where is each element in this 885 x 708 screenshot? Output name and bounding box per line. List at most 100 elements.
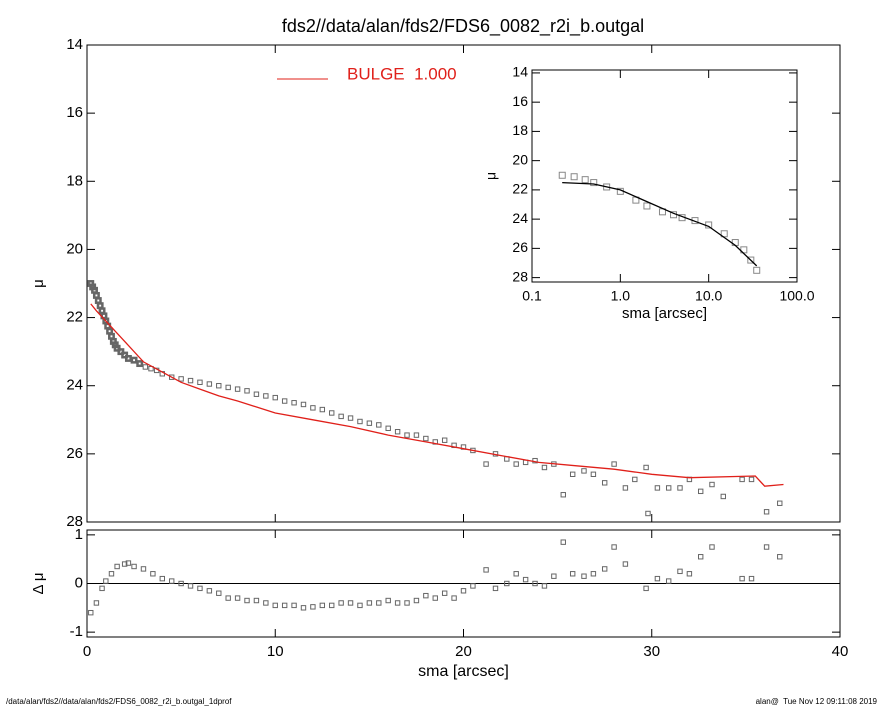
- x-tick-label: 100.0: [779, 288, 814, 304]
- data-point: [178, 376, 184, 382]
- data-point: [338, 413, 344, 420]
- data-point: [441, 437, 448, 443]
- data-point: [319, 602, 326, 609]
- data-point: [709, 481, 715, 488]
- data-point: [216, 383, 222, 389]
- data-point: [206, 381, 213, 387]
- data-point: [560, 539, 566, 545]
- data-point: [130, 356, 138, 364]
- data-point: [329, 602, 335, 609]
- plot-frame: [531, 69, 798, 283]
- data-point: [357, 602, 363, 609]
- data-point: [197, 585, 203, 592]
- data-point: [357, 418, 363, 425]
- data-point: [777, 554, 783, 560]
- data-line: [562, 181, 758, 267]
- data-point: [197, 379, 203, 386]
- data-point: [376, 422, 382, 428]
- data-point: [601, 566, 608, 572]
- data-point: [234, 595, 241, 601]
- footer-right: alan@ Tue Nov 12 09:11:08 2019: [756, 697, 878, 706]
- data-point: [601, 480, 608, 486]
- data-point: [677, 568, 683, 575]
- data-point: [677, 485, 683, 491]
- data-point: [94, 297, 102, 304]
- data-point: [763, 509, 770, 515]
- x-tick-label: 30: [643, 643, 660, 660]
- data-point: [150, 571, 156, 577]
- data-point: [300, 401, 307, 408]
- data-point: [532, 580, 538, 587]
- data-point: [551, 573, 557, 579]
- data-point: [697, 488, 704, 495]
- data-point: [541, 583, 548, 589]
- y-tick-label: 26: [512, 239, 528, 255]
- data-point: [643, 585, 649, 592]
- data-point: [253, 391, 260, 397]
- data-point: [622, 561, 629, 567]
- data-point: [272, 602, 278, 609]
- data-point: [460, 588, 467, 594]
- data-point: [263, 600, 269, 606]
- data-point: [753, 266, 761, 274]
- data-point: [413, 432, 420, 438]
- data-point: [366, 420, 373, 426]
- x-tick-label: 10.0: [695, 288, 722, 304]
- data-point: [590, 471, 597, 478]
- data-point: [108, 571, 115, 577]
- data-point: [632, 476, 638, 483]
- data-point: [216, 590, 222, 596]
- data-point: [300, 605, 307, 611]
- y-tick-label: 1: [75, 526, 83, 543]
- y-tick-label: 18: [512, 122, 528, 138]
- data-point: [470, 583, 476, 589]
- data-point: [581, 176, 589, 184]
- data-point: [590, 179, 598, 187]
- data-point: [569, 571, 576, 577]
- data-point: [394, 600, 401, 606]
- y-tick-label: 28: [512, 268, 528, 284]
- data-point: [338, 600, 344, 606]
- data-point: [140, 566, 147, 572]
- data-point: [643, 202, 651, 210]
- data-point: [99, 585, 105, 592]
- x-tick-label: 20: [455, 643, 472, 660]
- data-point: [98, 307, 106, 315]
- data-point: [225, 384, 231, 391]
- y-axis-label: μ: [30, 279, 47, 288]
- data-point: [504, 580, 510, 587]
- y-tick-label: 26: [66, 445, 83, 462]
- x-tick-label: 40: [832, 643, 849, 660]
- data-point: [121, 561, 128, 567]
- data-point: [394, 429, 401, 435]
- data-point: [569, 471, 576, 478]
- data-point: [654, 575, 661, 582]
- data-point: [423, 435, 429, 442]
- data-point: [748, 476, 755, 483]
- footer-left: /data/alan/fds2//data/alan/fds2/FDS6_008…: [6, 697, 232, 706]
- x-tick-label: 1.0: [611, 288, 631, 304]
- data-point: [310, 604, 316, 610]
- data-point: [558, 171, 566, 179]
- data-point: [103, 578, 109, 584]
- y-tick-label: 20: [512, 151, 528, 167]
- data-point: [665, 485, 672, 491]
- data-point: [281, 398, 288, 404]
- data-point: [560, 492, 566, 498]
- data-point: [187, 377, 194, 384]
- data-point: [385, 425, 391, 432]
- data-point: [709, 544, 715, 550]
- data-point: [404, 600, 410, 606]
- data-point: [581, 468, 587, 474]
- y-tick-label: 24: [512, 210, 528, 226]
- data-point: [541, 464, 548, 471]
- data-point: [622, 485, 629, 491]
- y-tick-label: 0: [75, 574, 83, 591]
- data-point: [347, 415, 354, 421]
- data-point: [310, 405, 316, 411]
- y-tick-label: 22: [512, 181, 528, 197]
- legend-label: BULGE 1.000: [347, 64, 457, 83]
- data-point: [763, 544, 770, 550]
